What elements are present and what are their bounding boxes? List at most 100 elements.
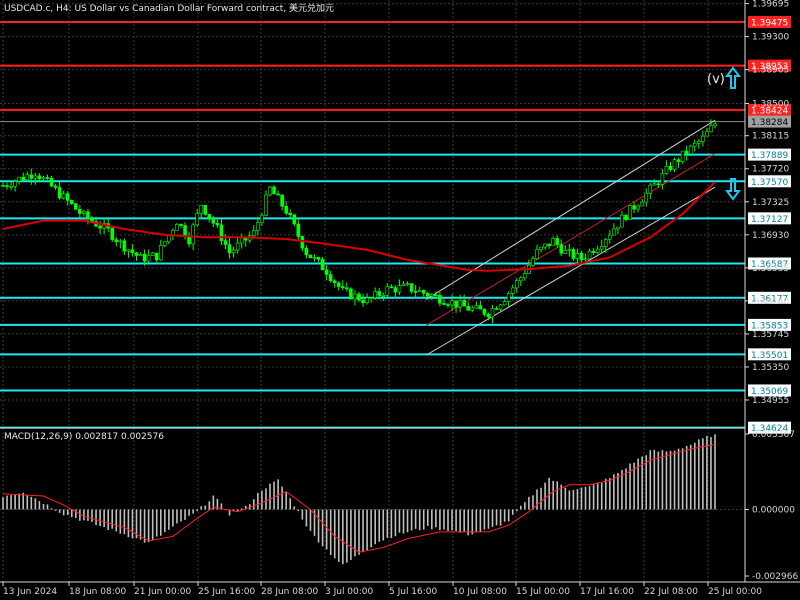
candle-body — [539, 246, 543, 250]
candle-body — [543, 243, 547, 248]
price-tick-label: 1.37325 — [752, 198, 789, 208]
candle-body — [276, 193, 280, 196]
candle-body — [458, 300, 462, 308]
candle-body — [575, 253, 580, 259]
candle-body — [705, 131, 709, 137]
candle-body — [365, 297, 369, 304]
time-tick-label: 22 Jul 08:00 — [644, 587, 698, 597]
moving-average-line — [2, 181, 716, 272]
candle-body — [280, 194, 284, 207]
level-price-label: 1.34624 — [751, 424, 788, 434]
candle-body — [684, 150, 689, 155]
candle-body — [373, 291, 377, 298]
candle-body — [219, 224, 224, 241]
candle-body — [17, 176, 21, 182]
candle-body — [292, 214, 297, 225]
candle-body — [304, 247, 309, 256]
candle-body — [110, 227, 115, 240]
candle-body — [640, 201, 644, 207]
time-tick-label: 21 Jun 00:00 — [134, 587, 191, 597]
candle-body — [624, 214, 628, 220]
candle-body — [82, 211, 86, 214]
candle-body — [462, 300, 466, 307]
level-price-tag — [748, 212, 791, 225]
candle-body — [118, 240, 123, 243]
price-tick-label: 1.34955 — [752, 396, 789, 406]
candle-body — [256, 222, 260, 231]
macd-indicator — [0, 434, 745, 565]
candle-body — [300, 236, 305, 249]
candle-body — [595, 248, 600, 253]
chart-title: USDCAD.c, H4: US Dollar vs Canadian Doll… — [4, 2, 334, 14]
level-price-label: 1.37127 — [751, 215, 788, 225]
candle-body — [252, 230, 256, 237]
candle-body — [308, 254, 313, 259]
candle-body — [25, 174, 30, 181]
arrow-down-icon — [725, 178, 741, 201]
candle-body — [324, 269, 329, 275]
candle-body — [171, 230, 175, 236]
price-tick-label: 1.36140 — [752, 297, 789, 307]
candle-body — [1, 185, 5, 187]
candle-body — [701, 135, 705, 142]
level-price-tag — [748, 348, 791, 361]
level-price-label: 1.38284 — [751, 118, 788, 128]
time-tick-label: 25 Jun 16:00 — [198, 587, 255, 597]
candle-body — [357, 293, 361, 301]
candle-body — [377, 291, 382, 296]
candle-body — [86, 211, 90, 220]
candle-body — [510, 287, 515, 294]
candle-body — [199, 204, 204, 214]
candle-body — [328, 274, 333, 282]
macd-tick-label: -0.002966 — [752, 572, 798, 582]
candle-body — [563, 250, 568, 254]
time-tick-label: 10 Jul 08:00 — [453, 587, 507, 597]
candle-body — [506, 293, 511, 302]
candle-body — [672, 159, 677, 170]
candle-body — [345, 287, 349, 290]
candle-body — [571, 249, 576, 259]
level-price-tag — [748, 175, 791, 188]
level-price-label: 1.38953 — [751, 62, 788, 72]
candle-body — [61, 193, 66, 199]
candle-body — [29, 174, 34, 179]
candle-body — [656, 183, 661, 186]
channel-line-lower — [425, 186, 716, 356]
candle-body — [519, 277, 523, 282]
candle-body — [397, 285, 402, 293]
candle-body — [692, 142, 697, 147]
candle-body — [223, 240, 228, 245]
level-price-tag — [748, 15, 791, 28]
candle-body — [567, 249, 572, 251]
macd-tick-label: 0.000000 — [752, 505, 795, 515]
macd-signal-line — [2, 444, 716, 553]
level-price-label: 1.36587 — [751, 260, 788, 270]
moving-average-path — [2, 181, 716, 272]
candle-body — [260, 215, 264, 223]
candle-body — [603, 239, 608, 247]
candle-body — [332, 280, 337, 284]
candle-body — [401, 283, 406, 286]
candle-body — [421, 290, 426, 294]
candle-body — [393, 287, 398, 293]
candle-body — [498, 304, 503, 310]
level-price-label: 1.35501 — [751, 351, 788, 361]
wave-label: (v) — [707, 72, 725, 87]
candle-body — [644, 192, 649, 203]
chart-grid — [0, 0, 745, 582]
candle-body — [430, 294, 434, 297]
candle-body — [349, 288, 353, 300]
candle-body — [709, 125, 713, 133]
candle-body — [413, 291, 418, 293]
candle-body — [559, 244, 564, 254]
price-tick-label: 1.35745 — [752, 330, 789, 340]
level-price-tag — [748, 384, 791, 397]
candle-body — [353, 293, 357, 300]
candle-body — [268, 186, 272, 196]
candle-body — [187, 236, 191, 245]
candle-body — [122, 240, 127, 252]
candle-body — [21, 176, 26, 181]
level-price-tag — [748, 318, 791, 331]
candle-body — [320, 259, 325, 271]
